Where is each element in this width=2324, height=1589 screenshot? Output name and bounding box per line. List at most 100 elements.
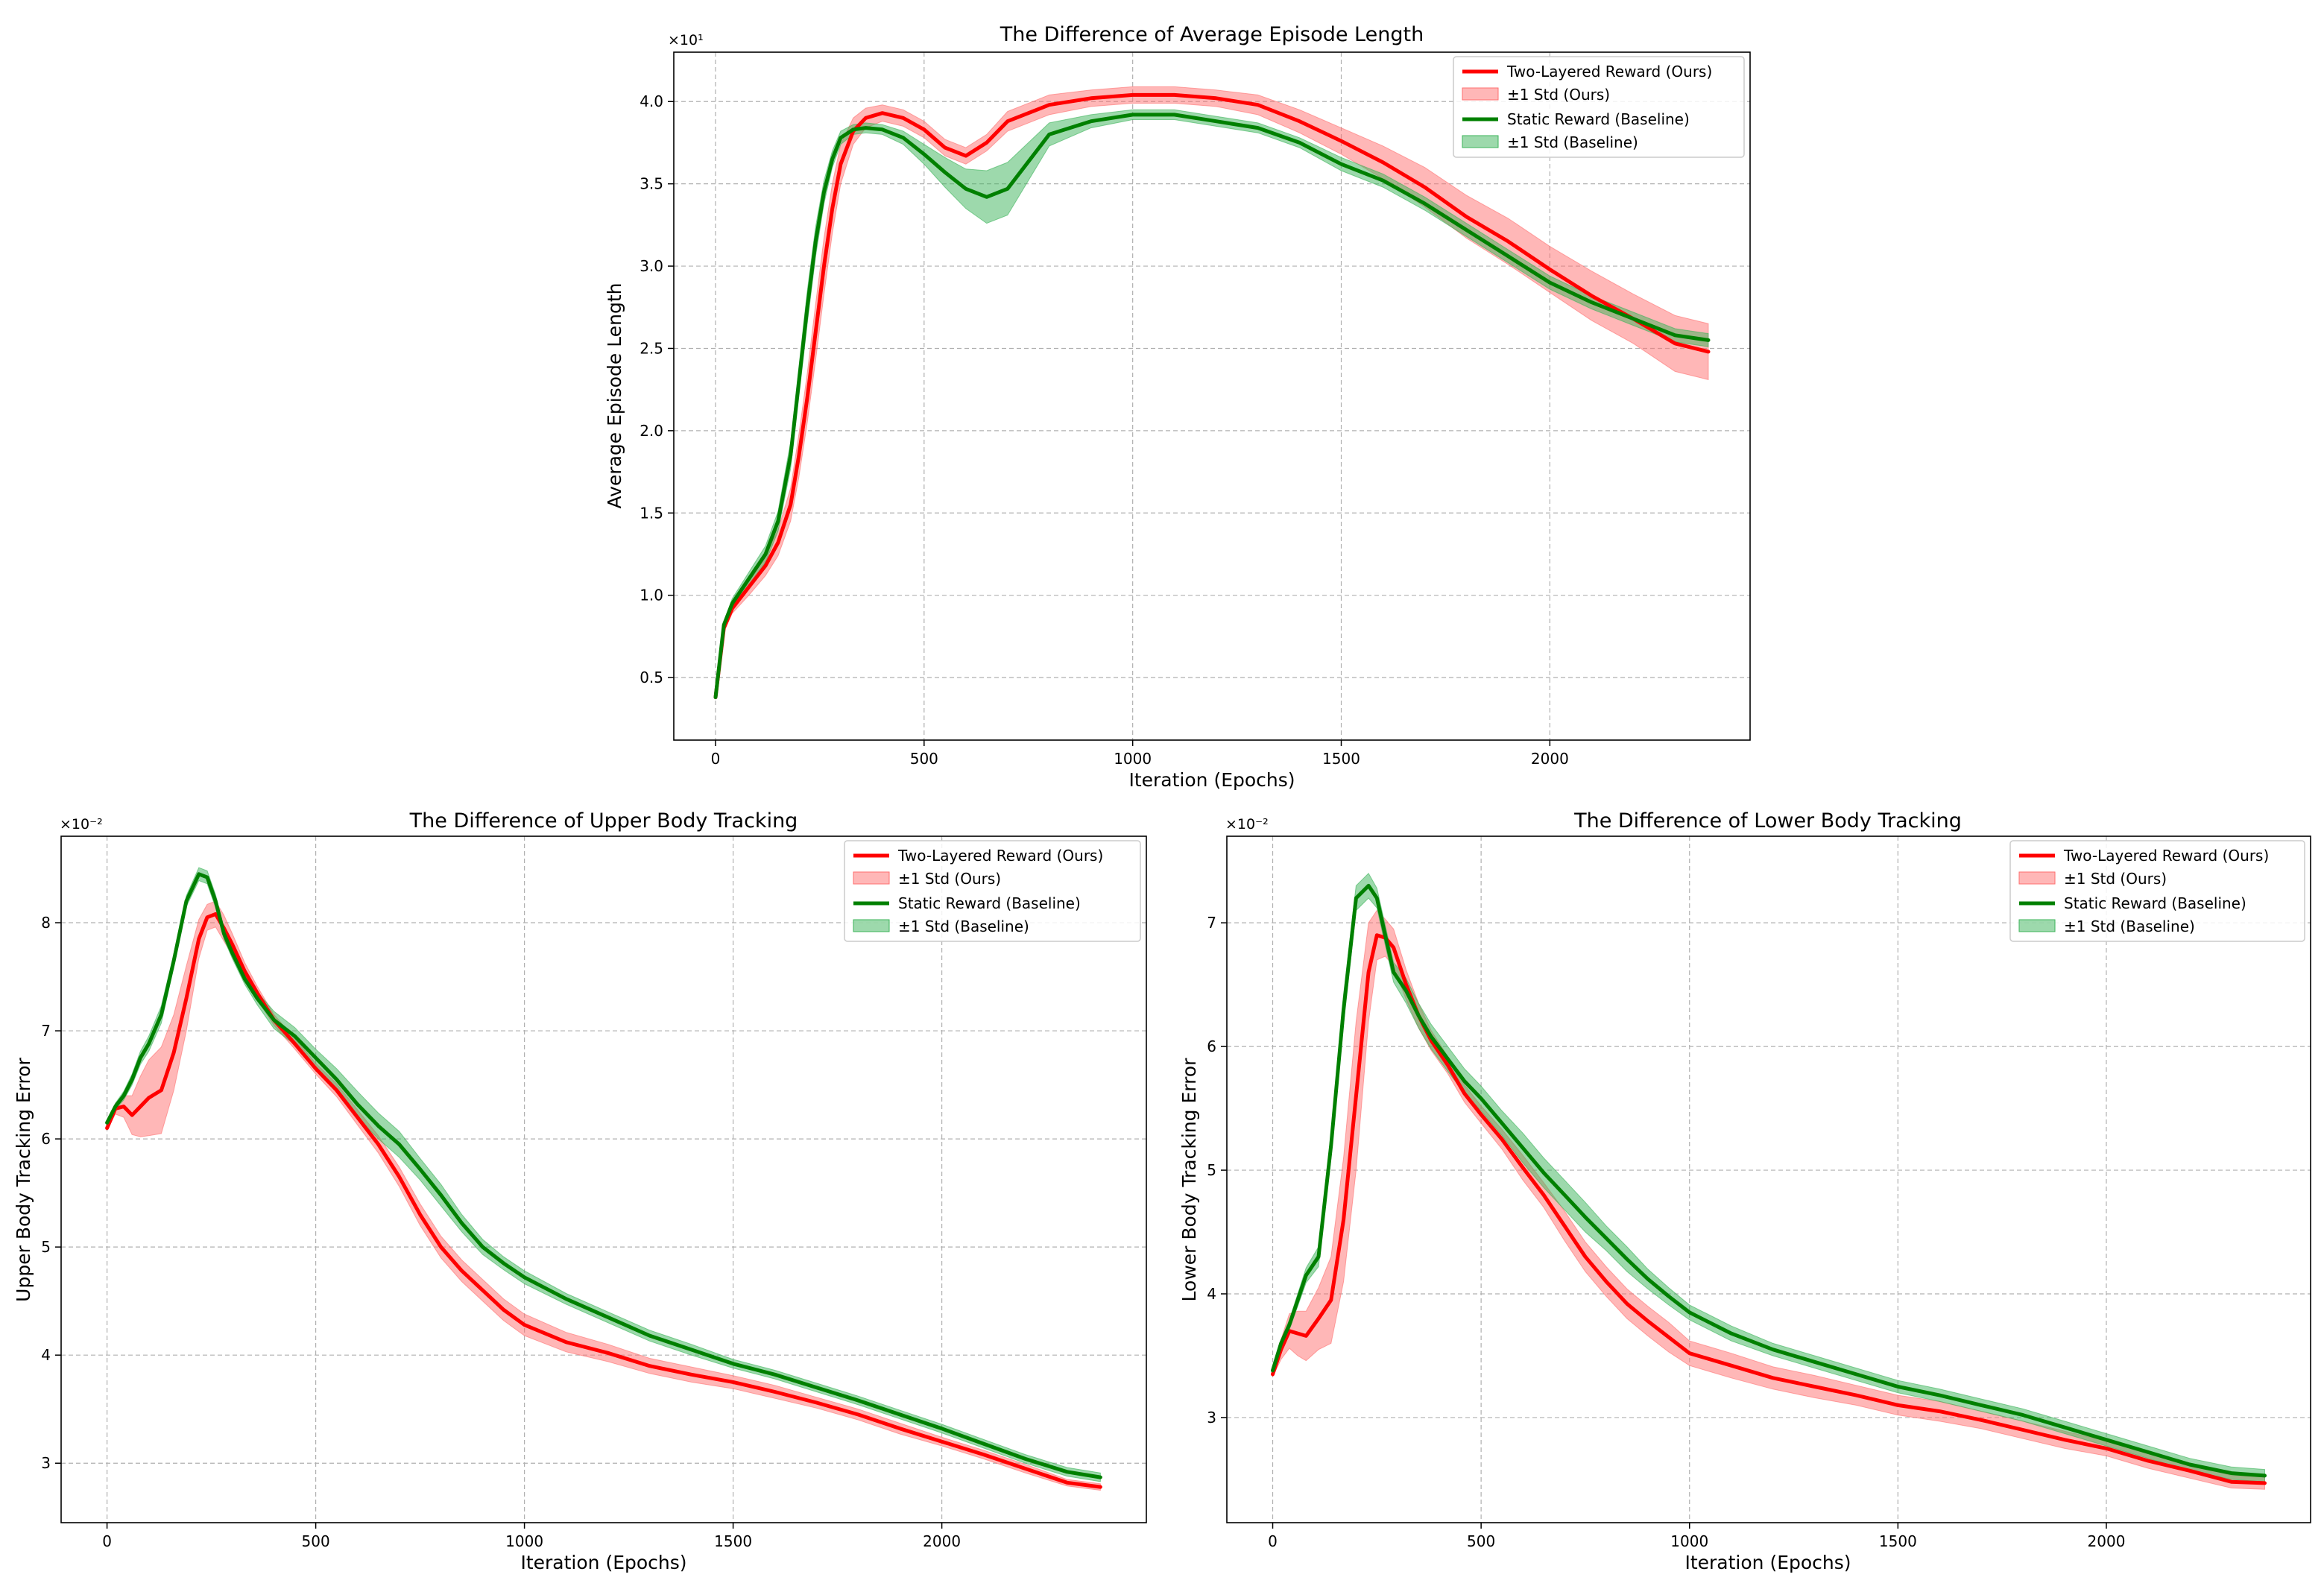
y-axis-label: Upper Body Tracking Error (13, 1057, 34, 1301)
legend-baseline-line-label: Static Reward (Baseline) (1507, 110, 1690, 128)
legend-baseline-std-swatch (853, 919, 890, 932)
y-tick-label: 2.0 (640, 422, 663, 440)
legend-baseline-std-swatch (1462, 135, 1499, 148)
series-lines (1271, 883, 2267, 1485)
lower-body-tracking-chart: The Difference of Lower Body Tracking 0 5… (1178, 809, 2311, 1573)
std-band-static-reward-baseline (107, 867, 1101, 1482)
episode-length-chart: The Difference of Average Episode Length… (604, 23, 1751, 791)
series-lines (105, 872, 1102, 1489)
x-tick-label: 1500 (1879, 1532, 1917, 1550)
y-tick-label: 7 (41, 1022, 51, 1040)
legend-baseline-line-label: Static Reward (Baseline) (898, 894, 1081, 912)
sci-multiplier: ×10⁻² (1225, 816, 1269, 833)
legend-ours-std-label: ±1 Std (Ours) (1507, 86, 1610, 104)
y-tick-label: 3 (41, 1454, 51, 1472)
x-axis-label: Iteration (Epochs) (1128, 769, 1295, 791)
x-tick-label: 500 (910, 750, 938, 768)
sci-multiplier: ×10¹ (668, 32, 704, 48)
legend-baseline-std-label: ±1 Std (Baseline) (1507, 133, 1638, 151)
x-ticks: 0 500 1000 1500 2000 (711, 740, 1569, 768)
legend-baseline-std-label: ±1 Std (Baseline) (898, 917, 1029, 935)
series-lines (713, 92, 1711, 700)
x-tick-label: 2000 (923, 1532, 961, 1550)
std-band-static-reward-baseline (715, 109, 1709, 699)
chart-title: The Difference of Average Episode Length (1000, 23, 1424, 46)
std-bands (107, 867, 1101, 1491)
y-tick-label: 3 (1207, 1409, 1216, 1427)
legend-ours-line-label: Two-Layered Reward (Ours) (897, 847, 1103, 865)
std-bands (715, 86, 1709, 699)
x-tick-label: 2000 (1531, 750, 1569, 768)
series-line-two-layered-reward-ours (105, 912, 1102, 1489)
x-tick-label: 1000 (1670, 1532, 1708, 1550)
y-ticks: 0.5 1.0 1.5 2.0 2.5 3.0 3.5 4.0 (640, 92, 674, 686)
legend-ours-std-swatch (853, 871, 890, 885)
series-line-static-reward-baseline (713, 113, 1711, 700)
legend-baseline-std-swatch (2018, 919, 2056, 932)
legend-ours-std-swatch (2018, 871, 2056, 885)
plot-frame (673, 51, 1751, 741)
plot-frame (60, 835, 1147, 1523)
x-tick-label: 500 (302, 1532, 330, 1550)
y-tick-label: 7 (1207, 914, 1216, 932)
y-tick-label: 4 (1207, 1285, 1216, 1303)
y-tick-label: 4 (41, 1346, 51, 1364)
legend-ours-line-label: Two-Layered Reward (Ours) (1506, 63, 1712, 80)
legend-baseline-std-label: ±1 Std (Baseline) (2064, 917, 2195, 935)
legend-ours-line-label: Two-Layered Reward (Ours) (2063, 847, 2269, 865)
legend-baseline-line-label: Static Reward (Baseline) (2064, 894, 2246, 912)
y-axis-label: Average Episode Length (604, 283, 625, 509)
y-tick-label: 3.0 (640, 257, 663, 275)
std-band-two-layered-reward-ours (1272, 909, 2265, 1490)
legend-ours-std-label: ±1 Std (Ours) (898, 870, 1001, 888)
legend: Two-Layered Reward (Ours) ±1 Std (Ours) … (2009, 840, 2305, 942)
y-tick-label: 1.0 (640, 587, 663, 604)
upper-body-tracking-chart: The Difference of Upper Body Tracking 0 5… (13, 809, 1147, 1573)
y-tick-label: 0.5 (640, 669, 663, 686)
x-axis-label: Iteration (Epochs) (520, 1552, 686, 1573)
legend-box (1453, 56, 1745, 158)
legend-box (2009, 840, 2305, 942)
x-ticks: 0 500 1000 1500 2000 (102, 1523, 961, 1550)
x-axis-label: Iteration (Epochs) (1684, 1552, 1851, 1573)
plot-frame (1226, 835, 2311, 1523)
x-tick-label: 0 (1268, 1532, 1278, 1550)
y-axis-label: Lower Body Tracking Error (1178, 1058, 1200, 1302)
x-tick-label: 0 (711, 750, 721, 768)
x-tick-label: 1000 (505, 1532, 543, 1550)
series-line-two-layered-reward-ours (1271, 933, 2267, 1485)
legend-ours-std-swatch (1462, 87, 1499, 101)
x-tick-label: 1500 (714, 1532, 752, 1550)
x-tick-label: 2000 (2088, 1532, 2126, 1550)
y-tick-label: 5 (41, 1238, 51, 1256)
series-line-two-layered-reward-ours (713, 92, 1711, 700)
y-tick-label: 6 (41, 1130, 51, 1148)
legend: Two-Layered Reward (Ours) ±1 Std (Ours) … (1453, 56, 1745, 158)
chart-title: The Difference of Upper Body Tracking (409, 809, 798, 833)
chart-title: The Difference of Lower Body Tracking (1573, 809, 1962, 833)
series-line-static-reward-baseline (105, 872, 1102, 1479)
y-tick-label: 6 (1207, 1037, 1216, 1055)
legend-box (844, 840, 1141, 942)
std-bands (1272, 872, 2265, 1490)
sci-multiplier: ×10⁻² (60, 816, 103, 833)
x-tick-label: 1000 (1114, 750, 1152, 768)
x-tick-label: 1500 (1322, 750, 1360, 768)
std-band-two-layered-reward-ours (715, 86, 1709, 699)
y-tick-label: 8 (41, 914, 51, 932)
x-tick-label: 0 (102, 1532, 112, 1550)
x-ticks: 0 500 1000 1500 2000 (1268, 1523, 2125, 1550)
y-tick-label: 5 (1207, 1161, 1216, 1179)
y-tick-label: 2.5 (640, 339, 663, 357)
y-ticks: 3 4 5 6 7 8 (41, 914, 61, 1472)
y-tick-label: 1.5 (640, 504, 663, 522)
y-ticks: 3 4 5 6 7 (1207, 914, 1227, 1427)
x-tick-label: 500 (1467, 1532, 1495, 1550)
y-tick-label: 4.0 (640, 92, 663, 110)
std-band-static-reward-baseline (1272, 872, 2265, 1482)
y-tick-label: 3.5 (640, 175, 663, 193)
legend-ours-std-label: ±1 Std (Ours) (2064, 870, 2167, 888)
legend: Two-Layered Reward (Ours) ±1 Std (Ours) … (844, 840, 1141, 942)
series-line-static-reward-baseline (1271, 883, 2267, 1478)
